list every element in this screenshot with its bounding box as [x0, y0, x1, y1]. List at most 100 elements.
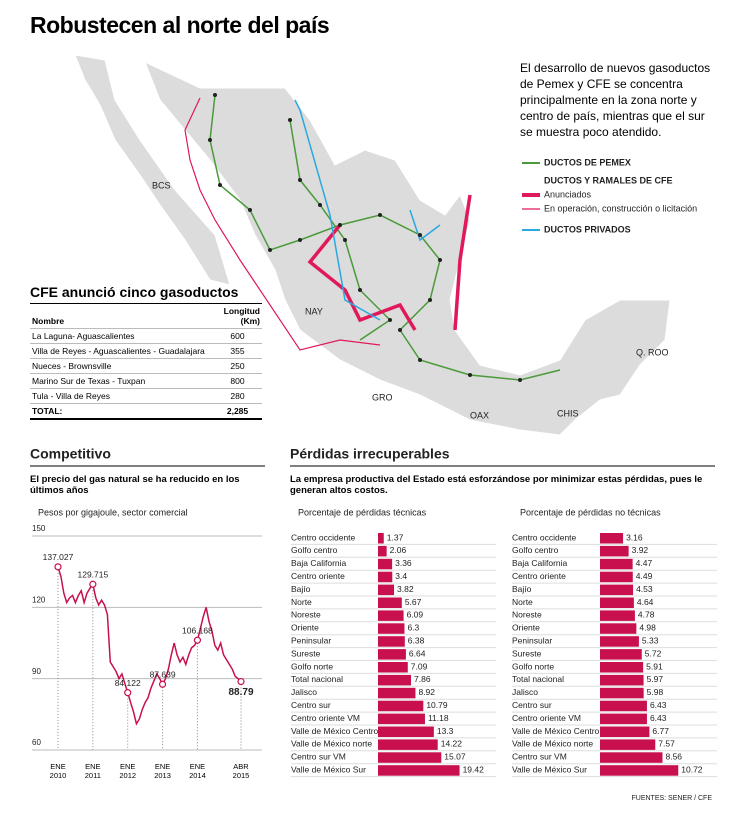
category-label: Noreste — [512, 610, 542, 620]
point-marker — [158, 680, 167, 688]
bar — [378, 765, 460, 776]
private-duct — [409, 209, 441, 242]
category-label: Centro oriente — [512, 571, 566, 581]
cell: Marino Sur de Texas - Tuxpan — [30, 373, 213, 389]
map-label: BCS — [152, 180, 171, 190]
bar — [600, 610, 635, 621]
x-tick-label: ENE 2011 — [84, 762, 101, 780]
map-node — [343, 238, 347, 242]
bar — [600, 726, 650, 737]
x-tick-label: ENE 2010 — [49, 762, 67, 780]
category-label: Valle de México Sur — [291, 764, 366, 774]
map-mainland — [144, 61, 671, 436]
category-label: Centro oriente VM — [291, 713, 360, 723]
value-label: 1.37 — [387, 532, 404, 542]
value-label: 6.43 — [650, 713, 667, 723]
category-label: Centro oriente VM — [512, 713, 581, 723]
legend-text: DUCTOS PRIVADOS — [544, 224, 631, 234]
value-label: 5.67 — [405, 597, 422, 607]
value-label: 137.027 — [43, 552, 74, 562]
table-row: Nueces - Brownsville 250 — [30, 358, 262, 374]
legend-text: Anunciados — [544, 189, 592, 199]
category-label: Norte — [512, 597, 533, 607]
value-label: 14.22 — [441, 739, 463, 749]
bar — [600, 687, 644, 699]
map-node — [438, 258, 442, 262]
value-label: 7.86 — [414, 674, 431, 684]
value-label: 6.3 — [407, 623, 419, 633]
value-label: 2.06 — [390, 545, 407, 555]
map-node — [318, 203, 322, 207]
chart-title: Porcentaje de pérdidas técnicas — [298, 507, 427, 517]
cell: Villa de Reyes - Aguascalientes - Guadal… — [30, 343, 213, 359]
bar — [600, 662, 644, 673]
value-label: 8.92 — [418, 687, 435, 697]
map-node — [268, 248, 272, 252]
map-label: NAY — [305, 306, 323, 316]
value-label: 6.64 — [409, 648, 426, 658]
category-label: Valle de México Centro — [291, 726, 379, 736]
point-marker — [124, 689, 132, 697]
map-node — [468, 373, 472, 377]
value-label: 4.53 — [636, 584, 653, 594]
table: Nombre Longitud (Km) La Laguna- Aguascalie… — [30, 304, 262, 420]
category-label: Centro sur — [291, 700, 331, 710]
x-tick-label: ENE 2013 — [154, 762, 171, 780]
value-label: 8.56 — [665, 752, 682, 762]
map-label: GRO — [372, 392, 393, 402]
source: FUENTES: SENER / CFE — [631, 795, 712, 802]
chart-title: Porcentaje de pérdidas no técnicas — [520, 507, 661, 517]
bar — [378, 571, 393, 583]
cell: Tula - Villa de Reyes — [30, 388, 213, 404]
map-node — [298, 178, 302, 182]
map-node — [298, 238, 302, 242]
legend-text: En operación, construcción o licitación — [544, 203, 697, 213]
bar — [378, 533, 384, 544]
table-header: Nombre Longitud (Km) — [30, 304, 262, 329]
map-node — [358, 288, 362, 292]
category-label: Valle de México Sur — [512, 764, 587, 774]
value-label: 5.97 — [647, 674, 664, 684]
point-marker — [193, 636, 202, 644]
cfe-announced — [453, 194, 472, 331]
map-node — [418, 358, 422, 362]
category-label: Golfo norte — [291, 661, 333, 671]
point-marker — [89, 580, 97, 588]
map-node — [213, 93, 217, 97]
map-baja — [74, 54, 231, 286]
cell: Nueces - Brownsville — [30, 358, 213, 374]
map-node — [218, 183, 222, 187]
category-label: Centro occidente — [512, 532, 577, 542]
category-label: Peninsular — [291, 635, 331, 645]
bar — [378, 545, 387, 557]
category-label: Valle de México norte — [512, 739, 593, 749]
category-label: Jalisco — [291, 687, 317, 697]
bar — [600, 545, 629, 557]
map-node — [518, 378, 522, 382]
table-total: TOTAL: 2,285 — [30, 403, 262, 420]
category-label: Centro sur VM — [512, 752, 567, 762]
value-label: 4.98 — [639, 623, 656, 633]
category-label: Jalisco — [512, 687, 538, 697]
bar — [378, 674, 412, 686]
point-marker — [54, 563, 62, 571]
bar — [600, 713, 647, 725]
y-tick-label: 150 — [32, 524, 46, 533]
value-label: 7.57 — [658, 739, 675, 749]
value-label: 3.82 — [397, 584, 414, 594]
x-tick-label: ENE 2012 — [119, 762, 137, 780]
header-cell: Longitud (Km) — [213, 304, 262, 329]
pemex-duct — [209, 94, 561, 381]
bar — [378, 700, 424, 712]
category-label: Baja California — [512, 558, 568, 568]
bar — [378, 649, 406, 660]
cell: 800 — [213, 373, 262, 389]
page-title: Robustecen al norte del país — [30, 12, 330, 38]
header-cell: Nombre — [30, 304, 213, 329]
map-node — [428, 298, 432, 302]
value-label: 15.07 — [444, 752, 466, 762]
value-label: 88.79 — [228, 687, 253, 698]
axis-note: Pesos por gigajoule, sector comercial — [38, 507, 188, 517]
cell: La Laguna- Aguascalientes — [30, 328, 213, 344]
value-label: 129.715 — [77, 569, 108, 579]
